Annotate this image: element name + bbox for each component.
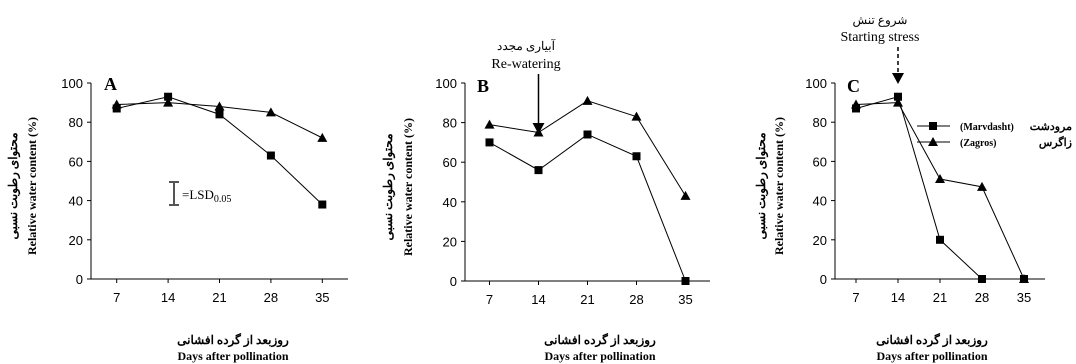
data-point-square [164,92,173,101]
x-axis-label: Days after pollination [544,349,655,363]
data-point-triangle [851,99,861,109]
data-point-triangle [977,181,987,191]
x-tick-label: 14 [531,292,545,307]
y-tick-label: 40 [813,194,827,209]
y-tick-label: 60 [443,155,457,170]
y-tick-label: 20 [813,233,827,248]
y-tick-label: 0 [820,272,827,287]
data-point-triangle [893,97,903,107]
x-axis-label: Days after pollination [876,349,987,363]
lsd-subscript: 0.05 [214,194,232,205]
data-point-triangle [111,99,122,109]
data-point-triangle [484,119,495,129]
y-tick-label: 40 [69,194,83,209]
x-axis-label-fa: روزبعد از گرده افشانی [876,332,988,348]
annotation-label: Starting stress [841,30,920,45]
x-tick-label: 28 [629,292,643,307]
panel-letter: A [104,74,117,94]
data-point-triangle [631,111,642,121]
y-tick-label: 80 [813,115,827,130]
panel-letter: C [847,76,860,96]
legend-marker-triangle [928,137,938,146]
data-point-triangle [163,97,174,107]
panel-b: 0 20 40 60 80 100 7 14 21 28 35 محتوای رطوبت نسبی Re… [381,38,710,363]
data-point-triangle [214,101,225,111]
y-axis-label-fa: محتوای رطوبت نسبی [6,132,21,239]
y-axis-label-fa: محتوای رطوبت نسبی [381,133,396,240]
x-tick-label: 28 [975,290,989,305]
legend-label-en: (Zagros) [960,138,996,149]
annotation-arrow-head [532,123,545,134]
y-axis-label: Relative water content (%) [772,117,786,255]
data-point-triangle [265,107,276,117]
y-tick-label: 20 [443,234,457,249]
x-tick-label: 28 [264,290,278,305]
data-point-square [485,138,494,147]
data-point-square [266,151,275,160]
data-point-square [936,235,944,244]
annotation-arrow-head [892,73,904,84]
x-tick-label: 35 [678,292,692,307]
x-tick-label: 21 [580,292,594,307]
y-tick-label: 0 [76,272,83,287]
legend: (Marvdasht) مرودشت (Zagros) زاگرس [917,121,1072,149]
panel-a: 0 20 40 60 80 100 7 14 21 28 35 محتوای رطوبت نسبی Re… [6,74,348,363]
data-point-square [583,130,592,139]
x-tick-label: 7 [852,290,859,305]
y-tick-label: 100 [61,76,83,91]
annotation-label: Re-watering [491,57,560,72]
x-axis-label-fa: روزبعد از گرده افشانی [177,332,289,348]
legend-marker-square [929,122,937,130]
x-tick-label: 7 [113,290,120,305]
y-tick-label: 0 [450,274,457,289]
series-line-triangle [489,100,686,197]
y-axis-label: Relative water content (%) [25,117,39,255]
y-tick-label: 60 [69,154,83,169]
y-axis-label: Relative water content (%) [401,118,415,256]
legend-label-fa: زاگرس [1039,135,1072,149]
data-point-square [632,152,641,161]
x-axis-label-fa: روزبعد از گرده افشانی [544,332,656,348]
panel-letter: B [477,76,489,96]
x-tick-label: 14 [891,290,905,305]
data-point-square [681,277,690,285]
y-tick-label: 20 [69,233,83,248]
x-tick-label: 35 [315,290,329,305]
y-tick-label: 100 [805,76,827,91]
x-tick-label: 14 [161,290,175,305]
y-axis-label-fa: محتوای رطوبت نسبی [754,132,769,239]
data-point-square [318,200,327,209]
y-tick-label: 100 [435,76,457,91]
series-line-square [489,133,686,282]
y-tick-label: 80 [443,116,457,131]
y-tick-label: 40 [443,195,457,210]
x-tick-label: 21 [933,290,947,305]
data-point-square [978,275,986,283]
x-tick-label: 21 [212,290,226,305]
data-point-square [894,92,902,101]
y-tick-label: 60 [813,154,827,169]
data-point-triangle [317,132,328,142]
legend-label-fa: مرودشت [1030,121,1072,133]
lsd-label: =LSD0.05 [182,187,231,205]
x-tick-label: 35 [1017,290,1031,305]
data-point-square [215,110,224,119]
panel-c: 0 20 40 60 80 100 7 14 21 28 35 محتوای رطوبت نسبی Re… [754,13,1072,363]
annotation-label-fa: شروع تنش [853,13,908,27]
data-point-triangle [935,174,945,184]
y-tick-label: 80 [69,115,83,130]
data-point-triangle [582,95,593,105]
data-point-square [534,166,543,175]
data-point-triangle [680,190,691,200]
legend-label-en: (Marvdasht) [960,122,1014,133]
x-tick-label: 7 [486,292,493,307]
annotation-label-fa: آبیاری مجدد [497,38,556,53]
data-point-triangle [1019,274,1029,283]
x-axis-label: Days after pollination [177,349,288,363]
